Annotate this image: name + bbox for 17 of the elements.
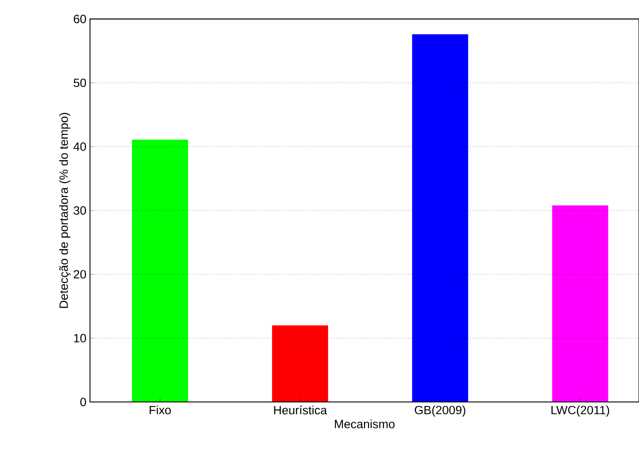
x-tick-label: GB(2009) — [414, 406, 466, 417]
y-axis-title: Detecção de portadora (% do tempo) — [59, 112, 70, 308]
y-tick-label: 10 — [74, 334, 86, 342]
y-tick-label: 40 — [73, 142, 86, 151]
y-tick-label: 50 — [74, 78, 86, 88]
bar — [552, 205, 608, 402]
bar — [272, 325, 328, 402]
y-tick-label: 30 — [74, 206, 86, 215]
bar — [412, 34, 468, 402]
bar — [132, 140, 188, 402]
x-tick-label: LWC(2011) — [552, 406, 610, 417]
y-tick-label: 0 — [80, 398, 86, 406]
x-tick-label: Fixo — [150, 406, 171, 414]
y-tick-label: 20 — [74, 270, 86, 279]
x-tick-label: Heurística — [274, 406, 327, 414]
y-tick-label: 60 — [74, 14, 86, 24]
x-axis-title: Mecanismo — [334, 419, 395, 428]
